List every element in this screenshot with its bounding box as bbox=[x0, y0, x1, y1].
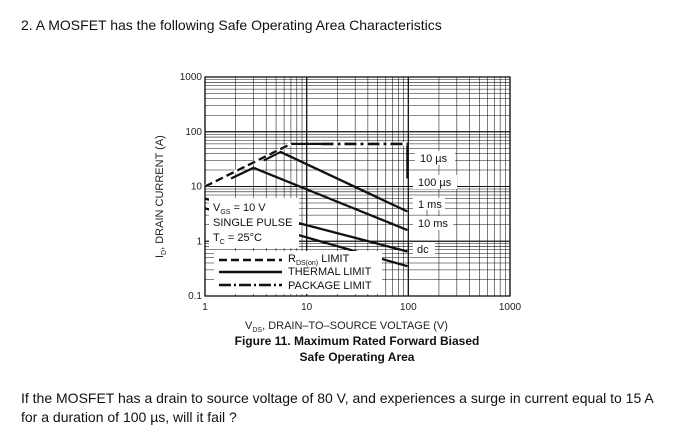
x-tick-label: 1000 bbox=[499, 302, 522, 313]
tc-condition: TC = 25°C bbox=[213, 232, 262, 246]
legend-label-rdson: RDS(on) LIMIT bbox=[288, 253, 350, 267]
figure-caption-line-2: Safe Operating Area bbox=[300, 350, 415, 364]
y-tick-labels: 0.1 1 10 100 1000 bbox=[180, 72, 203, 302]
conditions-bg bbox=[209, 198, 299, 248]
y-axis-label: ID, DRAIN CURRENT (A) bbox=[154, 135, 168, 258]
x-axis-label: VDS, DRAIN–TO–SOURCE VOLTAGE (V) bbox=[245, 320, 448, 334]
question-heading: 2. A MOSFET has the following Safe Opera… bbox=[21, 17, 442, 33]
y-tick-label: 100 bbox=[185, 127, 202, 138]
label-bg-1ms bbox=[413, 198, 445, 210]
x-tick-label: 100 bbox=[400, 302, 417, 313]
legend: RDS(on) LIMIT THERMAL LIMIT PACKAGE LIMI… bbox=[214, 251, 382, 294]
figure-caption-line-1: Figure 11. Maximum Rated Forward Biased bbox=[235, 334, 480, 348]
question-prompt: If the MOSFET has a drain to source volt… bbox=[21, 390, 653, 425]
curve-labels: 10 µs 100 µs 1 ms 10 ms dc bbox=[413, 151, 457, 256]
x-tick-labels: 1 10 100 1000 bbox=[202, 302, 521, 313]
curve-label-1ms: 1 ms bbox=[418, 199, 442, 211]
pulse-condition: SINGLE PULSE bbox=[213, 217, 292, 229]
x-tick-label: 10 bbox=[301, 302, 313, 313]
curve-label-10ms: 10 ms bbox=[418, 218, 448, 230]
test-conditions: VGS = 10 V SINGLE PULSE TC = 25°C bbox=[209, 198, 299, 248]
label-bg-10us bbox=[415, 151, 455, 165]
rdson-limit-line bbox=[204, 142, 292, 188]
y-tick-label: 1000 bbox=[180, 72, 203, 83]
legend-label-package: PACKAGE LIMIT bbox=[288, 280, 372, 292]
curve-label-10us: 10 µs bbox=[420, 153, 448, 165]
y-tick-label: 10 bbox=[191, 182, 203, 193]
curve-label-dc: dc bbox=[417, 244, 429, 256]
x-tick-label: 1 bbox=[202, 302, 208, 313]
legend-label-thermal: THERMAL LIMIT bbox=[288, 266, 372, 278]
y-tick-label: 0.1 bbox=[188, 291, 202, 302]
vgs-condition: VGS = 10 V bbox=[213, 202, 266, 216]
curve-label-100us: 100 µs bbox=[418, 177, 452, 189]
thermal-limit-curve-1ms bbox=[230, 166, 408, 232]
y-tick-label: 1 bbox=[196, 236, 202, 247]
thermal-limit-curve-100s bbox=[263, 150, 408, 213]
label-bg-10ms bbox=[413, 216, 453, 230]
label-bg-dc bbox=[413, 243, 435, 256]
label-bg-100us bbox=[413, 175, 457, 189]
